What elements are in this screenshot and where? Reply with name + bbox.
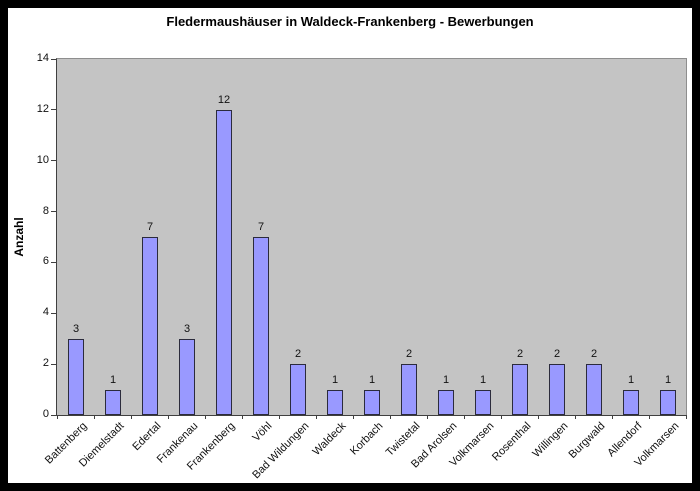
bar-value-label: 12 bbox=[217, 94, 231, 106]
bar-value-label: 1 bbox=[368, 374, 376, 386]
bar bbox=[512, 364, 528, 415]
bar bbox=[216, 110, 232, 415]
bar-value-label: 3 bbox=[72, 323, 80, 335]
bar-value-label: 7 bbox=[146, 221, 154, 233]
bar-value-label: 2 bbox=[405, 348, 413, 360]
bar-value-label: 1 bbox=[664, 374, 672, 386]
x-tick-mark bbox=[278, 415, 280, 419]
x-tick-mark bbox=[389, 415, 391, 419]
y-axis-title: Anzahl bbox=[12, 217, 26, 257]
bar bbox=[290, 364, 306, 415]
bar bbox=[105, 390, 121, 415]
bar-value-label: 2 bbox=[294, 348, 302, 360]
bar bbox=[549, 364, 565, 415]
x-tick-mark bbox=[537, 415, 539, 419]
bar-value-label: 1 bbox=[442, 374, 450, 386]
bar bbox=[438, 390, 454, 415]
y-tick-mark bbox=[51, 414, 56, 416]
bar-value-label: 1 bbox=[627, 374, 635, 386]
y-tick-mark bbox=[51, 58, 56, 60]
bar bbox=[586, 364, 602, 415]
x-tick-mark bbox=[685, 415, 687, 419]
x-tick-mark bbox=[500, 415, 502, 419]
chart-title: Fledermaushäuser in Waldeck-Frankenberg … bbox=[166, 14, 534, 29]
x-tick-mark bbox=[463, 415, 465, 419]
y-tick-label: 12 bbox=[36, 102, 49, 115]
bar bbox=[253, 237, 269, 415]
x-tick-mark bbox=[204, 415, 206, 419]
y-tick-label: 0 bbox=[42, 408, 49, 420]
x-tick-mark bbox=[167, 415, 169, 419]
bar bbox=[327, 390, 343, 415]
bar bbox=[475, 390, 491, 415]
y-tick-mark bbox=[51, 109, 56, 111]
bar bbox=[142, 237, 158, 415]
bar bbox=[401, 364, 417, 415]
x-tick-mark bbox=[56, 415, 58, 419]
bar-value-label: 2 bbox=[590, 348, 598, 360]
x-tick-mark bbox=[611, 415, 613, 419]
y-tick-label: 2 bbox=[42, 357, 49, 370]
bar-value-label: 2 bbox=[553, 348, 561, 360]
bar bbox=[660, 390, 676, 415]
bar bbox=[623, 390, 639, 415]
x-tick-label: Battenberg bbox=[42, 420, 90, 467]
y-tick-label: 8 bbox=[42, 204, 49, 217]
y-tick-mark bbox=[51, 160, 56, 162]
x-tick-mark bbox=[93, 415, 95, 419]
y-tick-label: 4 bbox=[42, 306, 49, 319]
y-tick-label: 10 bbox=[36, 153, 49, 166]
bar bbox=[179, 339, 195, 415]
y-tick-mark bbox=[51, 261, 56, 263]
bar bbox=[364, 390, 380, 415]
bar-value-label: 1 bbox=[109, 374, 117, 386]
bar bbox=[68, 339, 84, 415]
bar-value-label: 3 bbox=[183, 323, 191, 335]
x-tick-mark bbox=[352, 415, 354, 419]
x-tick-mark bbox=[574, 415, 576, 419]
y-tick-mark bbox=[51, 312, 56, 314]
bar-value-label: 1 bbox=[479, 374, 487, 386]
x-tick-mark bbox=[426, 415, 428, 419]
x-tick-mark bbox=[315, 415, 317, 419]
y-tick-label: 14 bbox=[36, 52, 49, 64]
x-tick-mark bbox=[648, 415, 650, 419]
bar-value-label: 2 bbox=[516, 348, 524, 360]
bar-value-label: 1 bbox=[331, 374, 339, 386]
y-tick-label: 6 bbox=[42, 255, 49, 268]
plot-area bbox=[56, 58, 687, 416]
x-tick-mark bbox=[130, 415, 132, 419]
bar-value-label: 7 bbox=[257, 221, 265, 233]
y-tick-mark bbox=[51, 211, 56, 213]
x-tick-mark bbox=[241, 415, 243, 419]
y-tick-mark bbox=[51, 363, 56, 365]
